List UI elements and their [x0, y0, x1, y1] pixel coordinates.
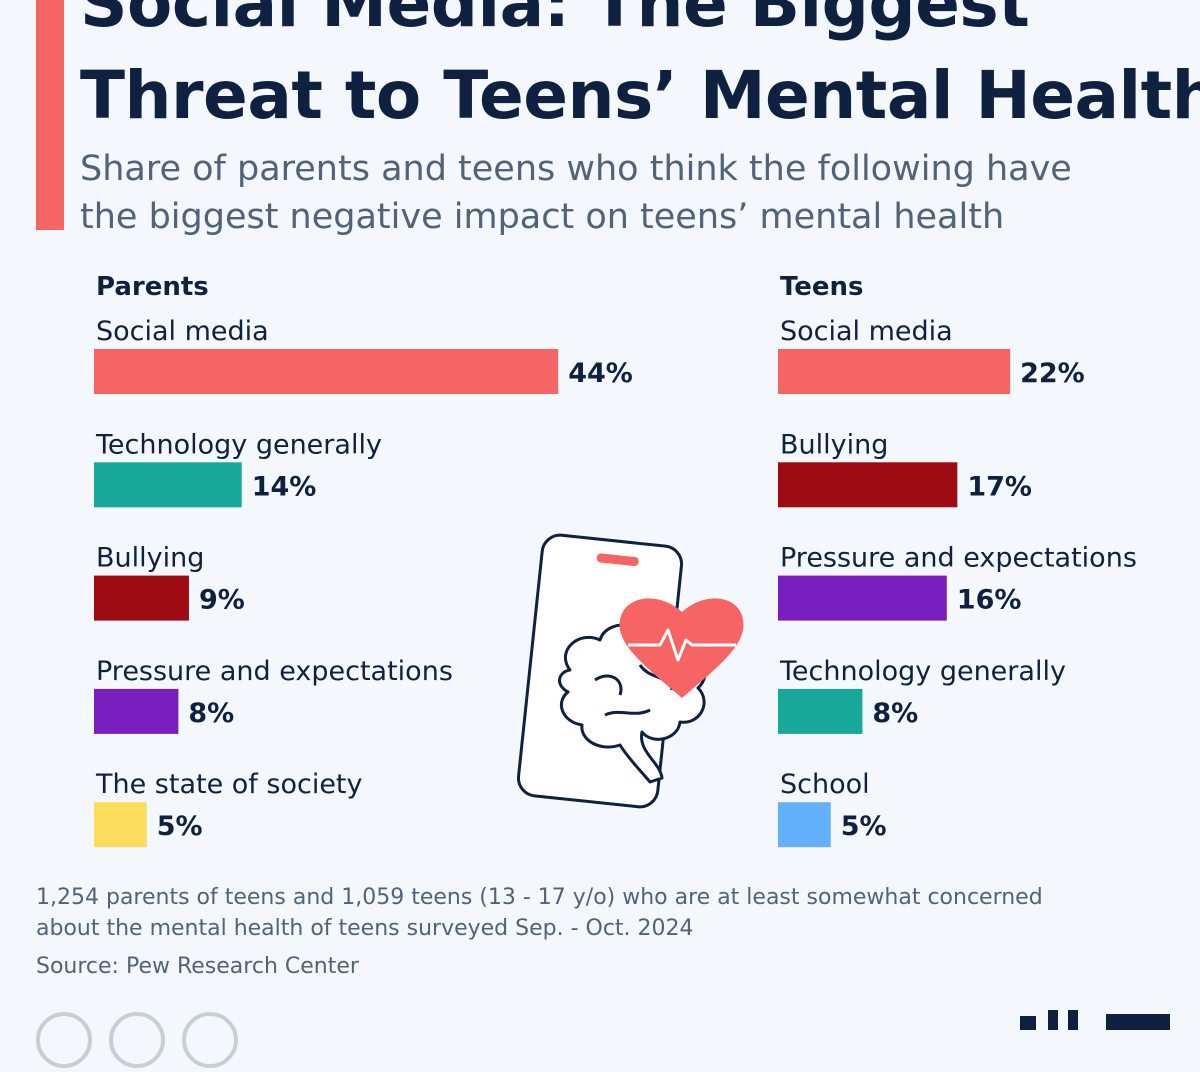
parents-panel-title: Parents: [96, 272, 209, 302]
teens-category-label: Social media: [780, 316, 953, 347]
teens-value-label: 8%: [872, 698, 918, 729]
accent-bar: [36, 0, 64, 230]
phone-heart-brain-icon: [516, 533, 744, 809]
chart-subtitle: Share of parents and teens who think the…: [80, 145, 1160, 241]
parents-value-label: 14%: [252, 471, 317, 502]
parents-category-label: The state of society: [95, 769, 363, 800]
subtitle-line-1: Share of parents and teens who think the…: [80, 149, 1072, 189]
teens-value-label: 16%: [957, 585, 1022, 616]
parents-value-label: 8%: [188, 698, 234, 729]
brand-logo-icon: [1020, 1010, 1170, 1030]
teens-category-label: School: [780, 769, 870, 800]
parents-bar: [94, 802, 147, 848]
attribution-icon[interactable]: [109, 1012, 166, 1068]
parents-value-label: 9%: [199, 585, 245, 616]
share-icons: [36, 1012, 250, 1072]
parents-value-label: 5%: [157, 811, 203, 842]
teens-category-label: Technology generally: [779, 656, 1066, 687]
teens-category-label: Pressure and expectations: [780, 543, 1137, 574]
teens-value-label: 22%: [1020, 358, 1085, 389]
teens-value-label: 5%: [841, 811, 887, 842]
parents-category-label: Pressure and expectations: [96, 656, 453, 687]
parents-category-label: Technology generally: [95, 429, 382, 460]
parents-category-label: Social media: [96, 316, 269, 347]
parents-bar: [94, 349, 559, 394]
teens-category-label: Bullying: [780, 429, 888, 460]
parents-bar: [94, 575, 189, 621]
parents-bar: [94, 688, 179, 734]
parents-category-label: Bullying: [96, 543, 204, 574]
teens-value-label: 17%: [967, 471, 1032, 502]
teens-bar: [778, 802, 831, 848]
title-line-2: Threat to Teens’ Mental Health?: [80, 57, 1200, 134]
teens-bar: [778, 462, 958, 508]
parents-value-label: 44%: [568, 358, 633, 389]
subtitle-line-2: the biggest negative impact on teens’ me…: [80, 197, 1005, 237]
teens-bar: [778, 575, 947, 621]
bar-charts: Social media 44% Technology generally 14% Bu…: [94, 316, 1137, 848]
source-text: Source: Pew Research Center: [36, 954, 359, 979]
no-derivatives-icon[interactable]: [182, 1012, 239, 1068]
chart-title: Social Media: The Biggest Threat to Teen…: [80, 0, 1200, 142]
note-line-1: 1,254 parents of teens and 1,059 teens (…: [36, 885, 1043, 910]
chart-note: 1,254 parents of teens and 1,059 teens (…: [36, 882, 1116, 944]
teens-bar: [778, 688, 863, 734]
teens-panel-title: Teens: [780, 272, 864, 302]
note-line-2: about the mental health of teens surveye…: [36, 916, 694, 941]
heart-icon: [619, 598, 744, 698]
teens-bar: [778, 349, 1011, 394]
creative-commons-icon[interactable]: [36, 1012, 92, 1068]
parents-bar: [94, 462, 242, 508]
title-line-1: Social Media: The Biggest: [80, 0, 1030, 42]
